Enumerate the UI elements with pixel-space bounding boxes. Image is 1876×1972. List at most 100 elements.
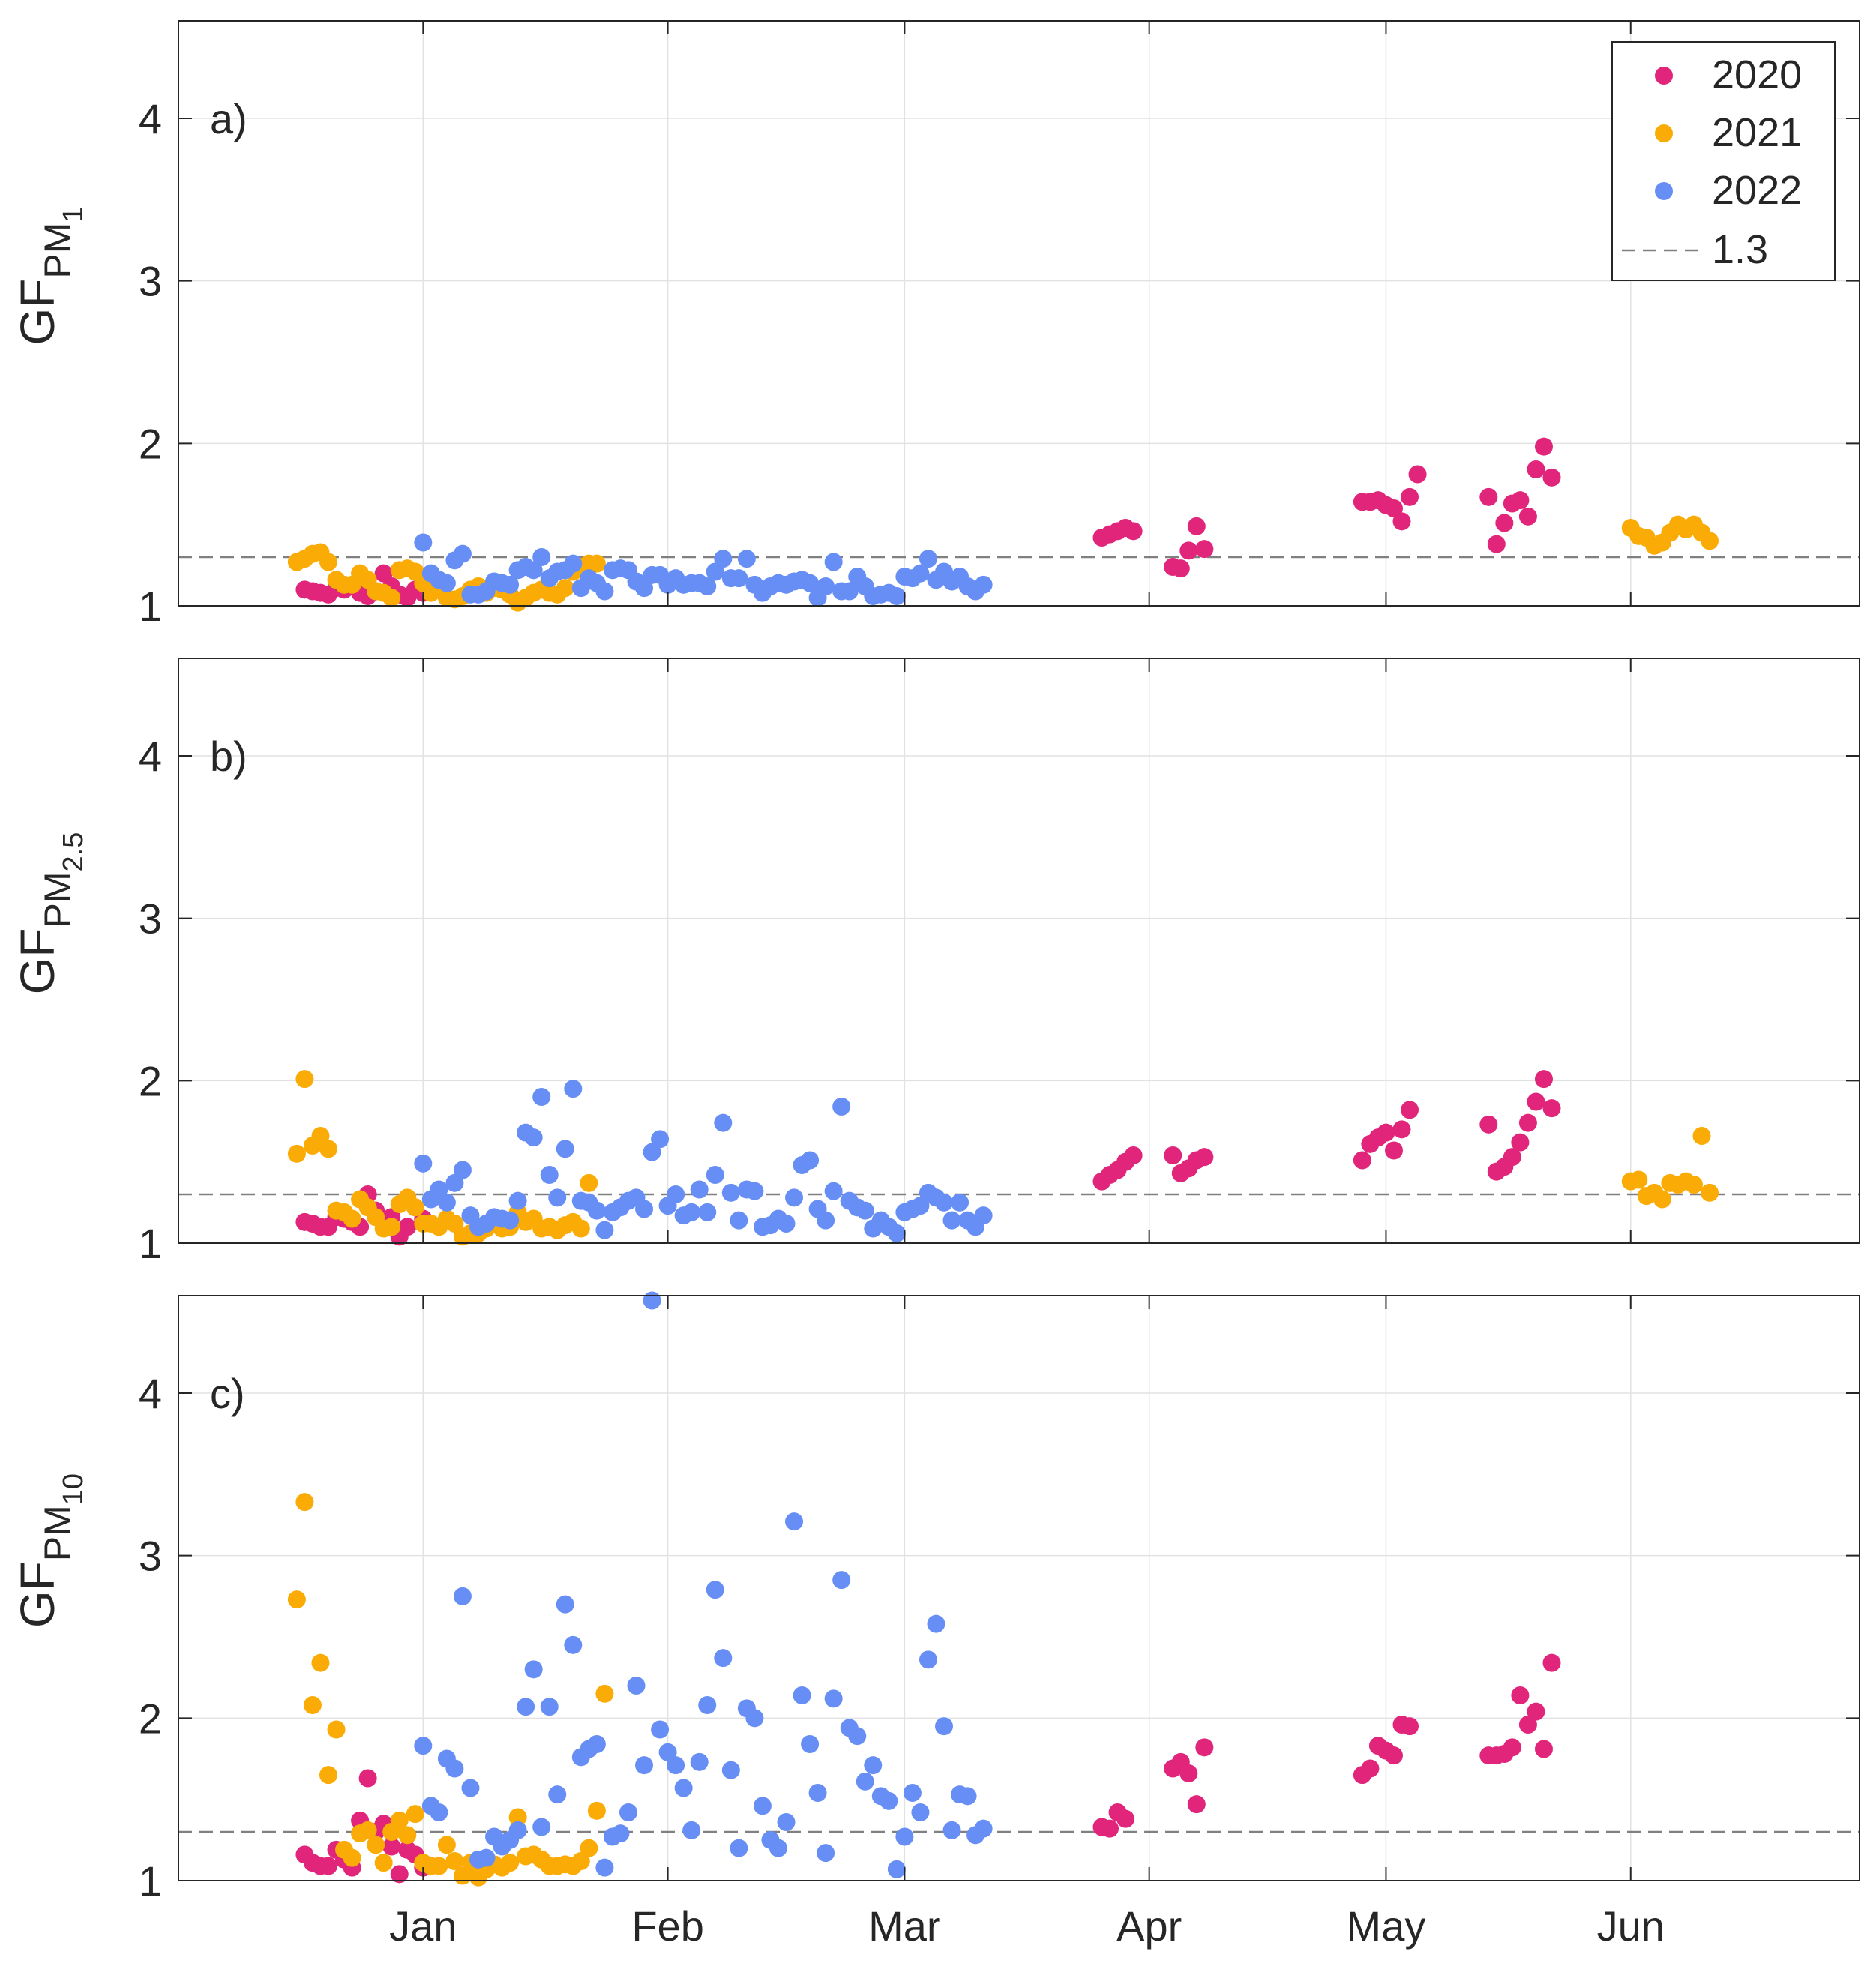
data-point xyxy=(571,1219,590,1238)
data-point xyxy=(287,1144,306,1163)
legend-label-threshold: 1.3 xyxy=(1712,227,1768,272)
data-point xyxy=(935,1193,954,1212)
y-label-subsub: 10 xyxy=(58,1473,89,1505)
panel-label: c) xyxy=(210,1370,245,1417)
data-point xyxy=(1361,1759,1380,1778)
data-point xyxy=(587,1201,606,1220)
y-label-sub: PM xyxy=(37,223,79,279)
data-point xyxy=(374,564,393,583)
data-point xyxy=(887,1860,906,1878)
data-point xyxy=(1384,1746,1403,1765)
data-point xyxy=(817,1211,835,1230)
data-point xyxy=(580,1173,598,1192)
data-point xyxy=(856,1201,874,1220)
panel-label: a) xyxy=(210,95,247,142)
x-tick-label: Apr xyxy=(1116,1902,1182,1950)
data-point xyxy=(556,1140,574,1158)
data-point xyxy=(801,1151,820,1170)
data-point xyxy=(453,544,472,563)
data-point xyxy=(477,1848,496,1867)
series-2021 xyxy=(287,1493,614,1887)
data-point xyxy=(824,1182,843,1200)
data-point xyxy=(769,1839,787,1857)
data-point xyxy=(777,1215,796,1233)
y-axis-label: GFPM10 xyxy=(10,1473,89,1628)
data-point xyxy=(840,582,859,601)
data-point xyxy=(1101,1819,1119,1838)
data-point xyxy=(382,589,401,607)
series-2022 xyxy=(414,1291,993,1878)
data-point xyxy=(311,1127,330,1145)
data-point xyxy=(1384,499,1403,517)
data-point xyxy=(824,1689,843,1708)
data-point xyxy=(1534,437,1553,456)
y-tick-label: 1 xyxy=(139,583,162,630)
data-point xyxy=(1701,1183,1719,1202)
data-point xyxy=(1187,1795,1206,1814)
data-point xyxy=(1518,1113,1537,1132)
data-point xyxy=(580,1839,598,1857)
data-point xyxy=(508,1821,527,1839)
x-tick-label: May xyxy=(1347,1902,1426,1950)
panel-b: 1 2 3 4 b) GFPM2.5 xyxy=(10,658,1860,1267)
data-point xyxy=(1195,1148,1214,1167)
data-point xyxy=(1518,1716,1537,1734)
data-point xyxy=(501,575,520,594)
data-point xyxy=(942,1821,961,1839)
data-point xyxy=(303,1696,322,1714)
data-point xyxy=(635,1756,654,1775)
data-point xyxy=(406,1805,424,1824)
plot-area xyxy=(178,658,1860,1243)
data-point xyxy=(1124,1146,1143,1164)
data-point xyxy=(1353,1151,1371,1170)
data-point xyxy=(319,1857,337,1875)
data-point xyxy=(398,1826,417,1845)
data-point xyxy=(532,548,551,566)
data-point xyxy=(1653,1190,1671,1209)
data-point xyxy=(919,1650,937,1669)
data-point xyxy=(643,1143,661,1161)
data-point xyxy=(311,1653,330,1672)
data-point xyxy=(382,1837,401,1856)
data-point xyxy=(1171,559,1190,578)
data-point xyxy=(1377,1123,1395,1142)
data-point xyxy=(721,1183,740,1202)
data-point xyxy=(587,554,606,573)
data-point xyxy=(501,1211,520,1230)
data-point xyxy=(974,1206,993,1225)
data-point xyxy=(1542,1099,1561,1118)
data-point xyxy=(801,574,820,592)
data-point xyxy=(935,1717,954,1736)
data-point xyxy=(564,554,583,573)
y-tick-label: 4 xyxy=(139,95,162,142)
data-point xyxy=(1479,1115,1498,1134)
data-point xyxy=(706,1581,724,1599)
data-point xyxy=(1684,1176,1703,1194)
data-point xyxy=(1401,1717,1419,1736)
data-point xyxy=(698,1696,717,1714)
data-point xyxy=(382,1218,401,1236)
data-point xyxy=(453,1161,472,1179)
data-point xyxy=(832,1098,851,1116)
x-tick-labels: Jan Feb Mar Apr May Jun xyxy=(389,1902,1665,1950)
data-point xyxy=(437,1836,456,1854)
data-point xyxy=(556,579,574,598)
y-tick-label: 3 xyxy=(139,258,162,305)
data-point xyxy=(540,1166,559,1184)
data-point xyxy=(390,1865,409,1884)
data-point xyxy=(1164,1146,1182,1164)
data-point xyxy=(1495,514,1514,532)
y-label-sub: PM xyxy=(37,1505,79,1561)
data-point xyxy=(1392,1120,1411,1139)
data-point xyxy=(532,1088,551,1106)
data-point xyxy=(1503,1738,1521,1757)
y-axis-label: GFPM1 xyxy=(10,206,89,345)
data-point xyxy=(1527,1702,1545,1721)
data-point xyxy=(690,1752,709,1771)
data-point xyxy=(1179,1764,1198,1782)
data-point xyxy=(414,1737,433,1755)
y-axis-label: GFPM2.5 xyxy=(10,832,89,995)
data-point xyxy=(1195,540,1214,559)
data-point xyxy=(517,1698,535,1716)
